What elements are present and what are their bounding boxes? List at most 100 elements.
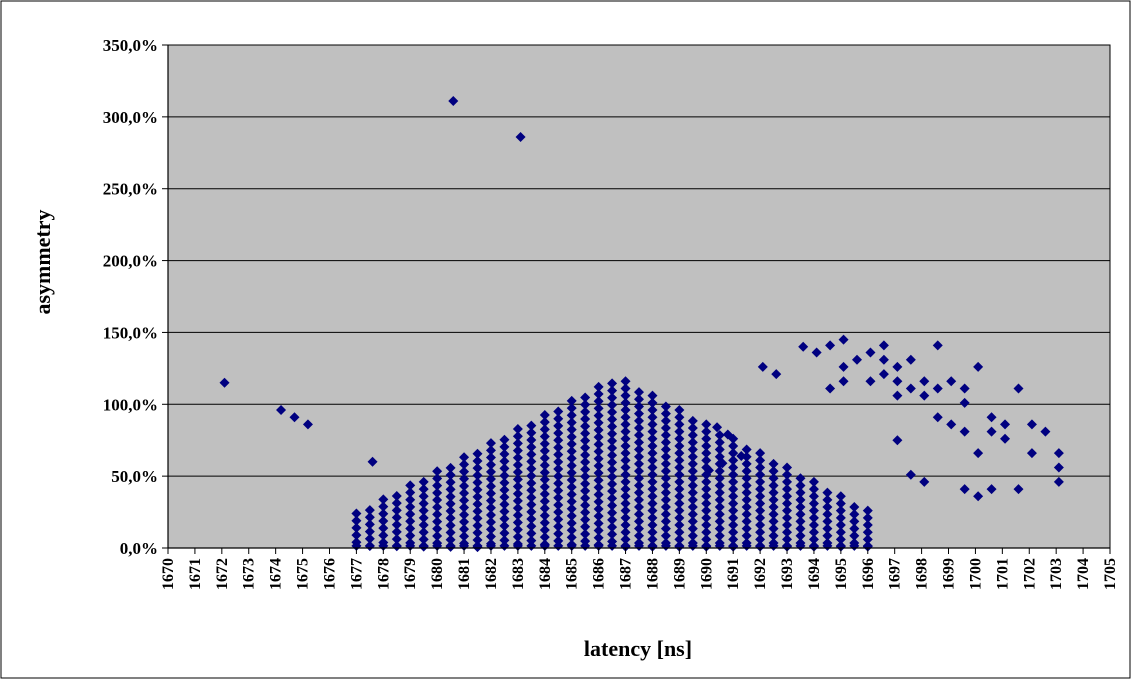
- data-point: [459, 459, 470, 470]
- data-point: [878, 369, 889, 380]
- data-point: [593, 446, 604, 457]
- data-point: [660, 430, 671, 441]
- data-point: [755, 448, 766, 459]
- data-point: [593, 532, 604, 543]
- data-point: [647, 433, 658, 444]
- data-point: [660, 530, 671, 541]
- data-point: [566, 431, 577, 442]
- data-point: [701, 512, 712, 523]
- data-point: [755, 512, 766, 523]
- data-point: [351, 522, 362, 533]
- data-point: [714, 494, 725, 505]
- data-point: [512, 495, 523, 506]
- data-point: [566, 395, 577, 406]
- data-point: [485, 452, 496, 463]
- data-point: [553, 478, 564, 489]
- data-point: [499, 477, 510, 488]
- data-point: [892, 435, 903, 446]
- data-point: [593, 439, 604, 450]
- data-point: [768, 473, 779, 484]
- data-point: [703, 465, 714, 476]
- data-point: [512, 510, 523, 521]
- x-tick-label: 1690: [698, 558, 715, 590]
- data-point: [795, 530, 806, 541]
- data-point: [687, 415, 698, 426]
- x-tick-label: 1681: [456, 558, 473, 590]
- data-point: [553, 521, 564, 532]
- data-point: [553, 528, 564, 539]
- data-point: [539, 510, 550, 521]
- data-point: [378, 530, 389, 541]
- data-point: [620, 412, 631, 423]
- data-point: [593, 396, 604, 407]
- data-point: [973, 361, 984, 372]
- data-point: [459, 524, 470, 535]
- x-tick-label: 1672: [214, 558, 231, 590]
- data-point: [580, 493, 591, 504]
- data-point: [445, 527, 456, 538]
- data-point: [825, 383, 836, 394]
- data-point: [741, 509, 752, 520]
- data-point: [418, 505, 429, 516]
- data-point: [593, 525, 604, 536]
- x-tick-label: 1673: [241, 558, 258, 590]
- data-point: [445, 534, 456, 545]
- data-point: [905, 469, 916, 480]
- data-point: [593, 403, 604, 414]
- data-point: [418, 498, 429, 509]
- data-point: [607, 471, 618, 482]
- data-point: [553, 413, 564, 424]
- data-point: [1026, 419, 1037, 430]
- data-point: [660, 487, 671, 498]
- data-point: [391, 505, 402, 516]
- data-point: [714, 530, 725, 541]
- data-point: [728, 476, 739, 487]
- data-point: [526, 442, 537, 453]
- data-point: [728, 448, 739, 459]
- data-point: [580, 399, 591, 410]
- data-point: [620, 512, 631, 523]
- data-point: [566, 503, 577, 514]
- data-point: [647, 512, 658, 523]
- data-point: [647, 448, 658, 459]
- data-point: [593, 468, 604, 479]
- data-point: [755, 527, 766, 538]
- data-point: [701, 448, 712, 459]
- data-point: [607, 500, 618, 511]
- data-point: [1013, 484, 1024, 495]
- data-point: [728, 484, 739, 495]
- data-point: [459, 473, 470, 484]
- data-point: [647, 412, 658, 423]
- data-point: [701, 527, 712, 538]
- data-point: [835, 491, 846, 502]
- data-point: [445, 505, 456, 516]
- x-tick-label: 1678: [375, 558, 392, 590]
- data-point: [728, 491, 739, 502]
- data-point: [566, 496, 577, 507]
- data-point: [580, 435, 591, 446]
- data-point: [580, 507, 591, 518]
- data-point: [822, 509, 833, 520]
- data-point: [432, 502, 443, 513]
- y-tick-label: 300,0%: [103, 108, 158, 127]
- data-point: [539, 524, 550, 535]
- data-point: [499, 535, 510, 546]
- data-point: [418, 491, 429, 502]
- data-point: [620, 498, 631, 509]
- data-point: [973, 448, 984, 459]
- data-point: [620, 476, 631, 487]
- data-point: [580, 528, 591, 539]
- data-point: [849, 523, 860, 534]
- data-point: [647, 469, 658, 480]
- data-point: [607, 486, 618, 497]
- data-point: [822, 523, 833, 534]
- data-point: [472, 463, 483, 474]
- x-tick-label: 1671: [187, 558, 204, 590]
- data-point: [808, 512, 819, 523]
- data-point: [959, 426, 970, 437]
- data-point: [289, 412, 300, 423]
- x-tick-label: 1697: [887, 558, 904, 590]
- data-point: [499, 492, 510, 503]
